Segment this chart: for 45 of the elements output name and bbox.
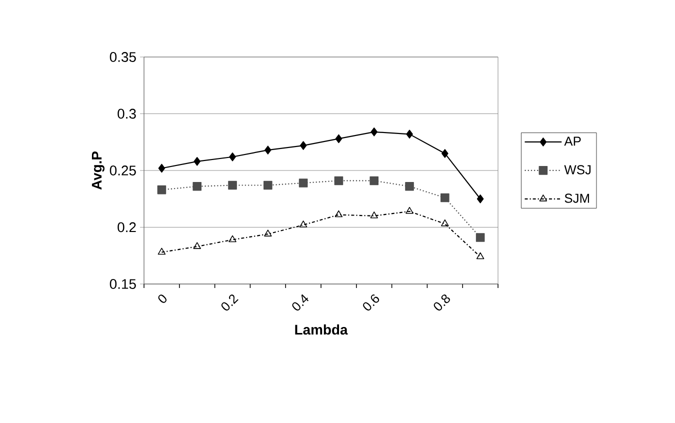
y-tick-label: 0.25 [110,166,136,176]
point [194,157,201,166]
x-axis-title: Lambda [295,324,348,335]
point [334,210,343,218]
legend-label: WSJ [564,165,591,174]
y-axis-title: Avg.P [92,151,104,190]
point [442,149,448,158]
point [370,212,378,218]
point [264,146,272,154]
point [370,128,378,136]
y-tick-label: 0.3 [118,108,136,119]
x-tick-label: 0.6 [363,294,380,311]
point [476,233,485,242]
point [298,178,308,188]
point [334,176,344,186]
y-tick-label: 0.15 [110,279,136,289]
point [405,182,414,191]
point [440,193,450,202]
point [476,252,484,260]
legend-label: AP [564,136,581,146]
point [228,180,237,190]
x-tick-label: 0.8 [434,294,450,311]
point [299,220,308,228]
x-tick-label: 0.2 [221,294,238,311]
point [158,248,166,255]
point [370,176,379,186]
point [264,180,272,190]
point [192,182,202,191]
y-tick-label: 0.2 [118,222,136,232]
y-tick-label: 0.35 [110,52,136,62]
point [441,219,449,226]
x-tick-label: 0.4 [292,294,309,311]
point [406,130,413,139]
point [228,235,236,242]
point [406,206,414,214]
point [300,141,307,150]
point [476,194,484,204]
point [229,152,236,162]
point [157,185,166,194]
point [335,134,342,144]
x-tick-label: 0 [158,294,167,303]
legend-label: SJM [564,194,590,203]
point [158,164,166,173]
point [193,242,201,249]
point [264,230,272,236]
